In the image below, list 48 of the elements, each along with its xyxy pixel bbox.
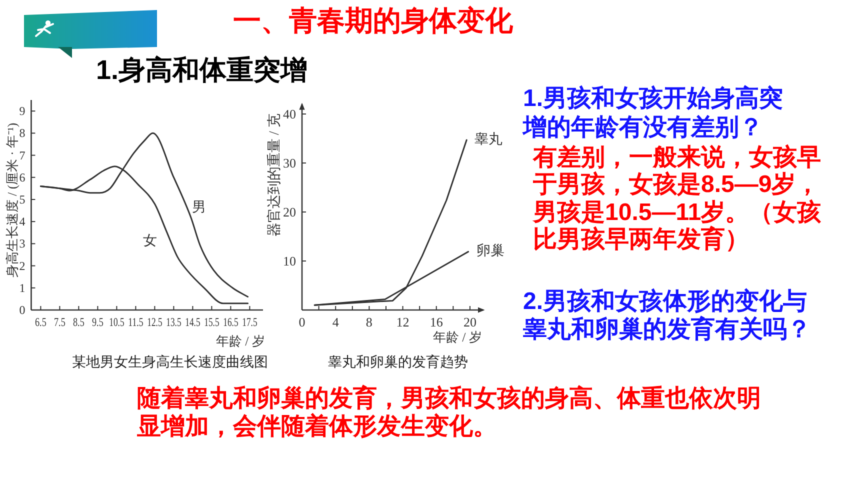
x-tick-label: 6.5 bbox=[35, 315, 50, 329]
text: 有差别，一般来说，女孩早于男孩，女孩是8.5—9岁，男孩是10.5—11岁。（女孩比男孩早两年发育） bbox=[533, 144, 822, 254]
text: 1.身高和体重突增 bbox=[96, 55, 308, 85]
x-tick-label: 16.5 bbox=[223, 315, 244, 329]
series-label: 男 bbox=[192, 200, 206, 216]
y-tick-label: 3 bbox=[19, 236, 26, 251]
x-axis-title: 年龄 / 岁 bbox=[432, 330, 482, 344]
x-tick-label: 7.5 bbox=[54, 315, 69, 329]
x-tick-label: 0 bbox=[298, 314, 306, 330]
text: 某地男女生身高生长速度曲线图 bbox=[72, 354, 268, 370]
x-tick-label: 9.5 bbox=[92, 315, 107, 329]
series-label: 卵巢 bbox=[476, 243, 504, 260]
y-tick-label: 0 bbox=[19, 303, 26, 317]
y-tick-label: 2 bbox=[19, 258, 26, 273]
y-tick-label: 30 bbox=[283, 156, 296, 170]
x-tick-label: 14.5 bbox=[185, 315, 206, 329]
text: 2.男孩和女孩体形的变化与睾丸和卵巢的发育有关吗？ bbox=[523, 288, 812, 344]
text: 一、青春期的身体变化 bbox=[233, 5, 513, 36]
y-tick-label: 4 bbox=[19, 214, 26, 229]
x-tick-label: 4 bbox=[332, 314, 340, 330]
y-tick-label: 5 bbox=[19, 192, 26, 206]
series-label: 睾丸 bbox=[474, 131, 503, 148]
y-axis-title: 身高生长速度 / (厘米 · 年⁻¹) bbox=[4, 122, 20, 278]
y-axis-title: 器官达到的重量 / 克 bbox=[266, 114, 282, 236]
x-tick-label: 11.5 bbox=[128, 315, 149, 329]
x-tick-label: 8.5 bbox=[73, 315, 88, 329]
y-tick-label: 8 bbox=[19, 126, 26, 140]
x-tick-label: 16 bbox=[430, 314, 444, 330]
y-tick-label: 7 bbox=[19, 148, 26, 162]
x-tick-label: 10.5 bbox=[109, 315, 130, 329]
x-axis-title: 年龄 / 岁 bbox=[216, 334, 265, 348]
series-label: 女 bbox=[143, 232, 158, 249]
x-tick-label: 12 bbox=[396, 314, 410, 330]
x-tick-label: 13.5 bbox=[166, 315, 188, 329]
x-tick-label: 8 bbox=[366, 314, 372, 330]
text: 随着睾丸和卵巢的发育，男孩和女孩的身高、体重也依次明显增加，会伴随着体形发生变化。 bbox=[137, 385, 762, 441]
x-tick-label: 20 bbox=[463, 314, 476, 330]
x-tick-label: 15.5 bbox=[204, 315, 226, 329]
y-tick-label: 9 bbox=[19, 104, 26, 118]
text: 1.男孩和女孩开始身高突增的年龄有没有差别？ bbox=[523, 84, 784, 142]
y-tick-label: 20 bbox=[283, 204, 296, 220]
y-tick-label: 1 bbox=[19, 280, 26, 295]
x-tick-label: 12.5 bbox=[147, 315, 168, 329]
y-tick-label: 6 bbox=[19, 170, 26, 184]
y-tick-label: 40 bbox=[283, 106, 296, 122]
y-tick-label: 10 bbox=[283, 254, 296, 268]
x-tick-label: 17.5 bbox=[242, 315, 264, 329]
text: 睾丸和卵巢的发育趋势 bbox=[328, 354, 468, 370]
